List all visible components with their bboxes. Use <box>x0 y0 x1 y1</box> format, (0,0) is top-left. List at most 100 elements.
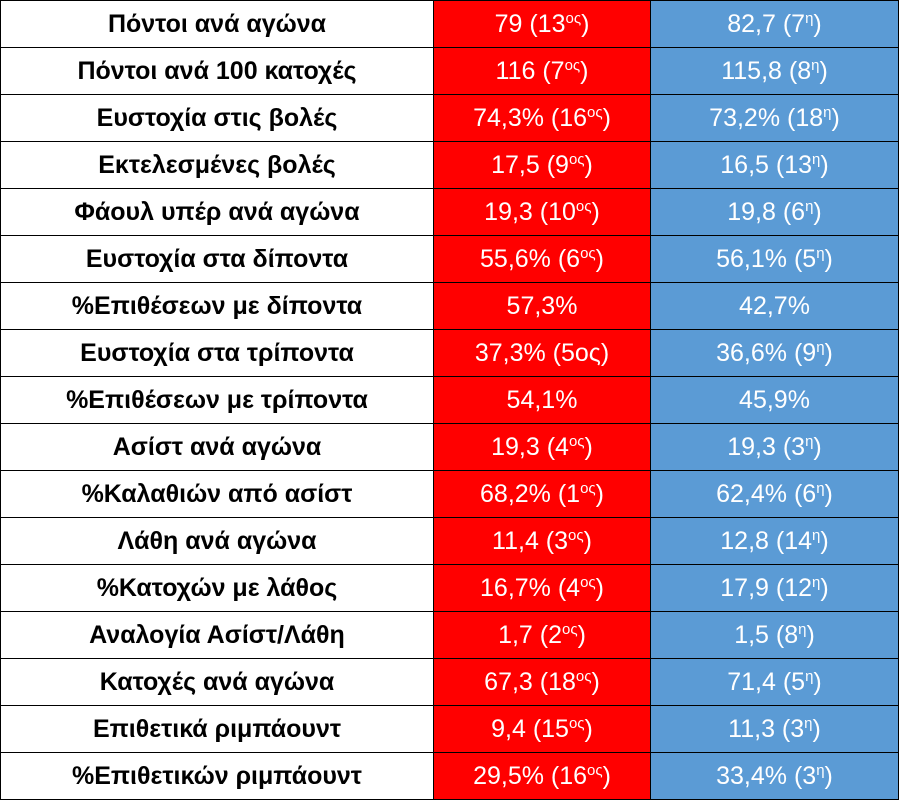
stat-label: Κατοχές ανά αγώνα <box>0 658 434 706</box>
team-a-value: 54,1% <box>433 376 651 424</box>
cell-text: 57,3% <box>506 291 578 320</box>
stat-row: Πόντοι ανά αγώνα 79 (13ος) 82,7 (7η) <box>0 0 899 48</box>
team-b-value: 11,3 (3η) <box>650 705 899 753</box>
cell-text: Εκτελεσμένες βολές <box>98 150 336 179</box>
stat-row: %Επιθετικών ριμπάουντ 29,5% (16ος) 33,4% (… <box>0 752 899 800</box>
cell-tail: ) <box>595 479 604 508</box>
team-a-value: 37,3% (5ος) <box>433 329 651 377</box>
rank-suffix: η <box>812 150 821 168</box>
cell-text: Πόντοι ανά 100 κατοχές <box>77 56 357 85</box>
cell-text: 56,1% (5 <box>716 244 817 273</box>
rank-suffix: η <box>811 56 820 74</box>
team-b-value: 42,7% <box>650 282 899 330</box>
team-b-value: 1,5 (8η) <box>650 611 899 659</box>
stat-row: %Επιθέσεων με τρίποντα 54,1% 45,9% <box>0 376 899 424</box>
cell-tail: ) <box>824 761 833 790</box>
stat-row: Φάουλ υπέρ ανά αγώνα 19,3 (10ος) 19,8 (6η) <box>0 188 899 236</box>
stat-row: Επιθετικά ριμπάουντ 9,4 (15ος) 11,3 (3η) <box>0 705 899 753</box>
rank-suffix: η <box>805 432 814 450</box>
cell-text: 12,8 (14 <box>720 526 813 555</box>
team-a-value: 55,6% (6ος) <box>433 235 651 283</box>
cell-text: 11,3 (3 <box>728 714 805 743</box>
rank-suffix: η <box>816 338 825 356</box>
cell-tail: ) <box>812 714 821 743</box>
team-b-value: 33,4% (3η) <box>650 752 899 800</box>
cell-text: 115,8 (8 <box>721 56 812 85</box>
cell-tail: ) <box>577 620 586 649</box>
stat-label: %Επιθέσεων με τρίποντα <box>0 376 434 424</box>
stat-label: Εκτελεσμένες βολές <box>0 141 434 189</box>
cell-tail: ) <box>584 714 593 743</box>
stat-label: Ασίστ ανά αγώνα <box>0 423 434 471</box>
team-b-value: 19,8 (6η) <box>650 188 899 236</box>
stat-label: Αναλογία Ασίστ/Λάθη <box>0 611 434 659</box>
cell-text: Ασίστ ανά αγώνα <box>112 432 322 461</box>
team-a-value: 17,5 (9ος) <box>433 141 651 189</box>
cell-text: 71,4 (5 <box>727 667 806 696</box>
stat-row: %Επιθέσεων με δίποντα 57,3% 42,7% <box>0 282 899 330</box>
cell-text: 116 (7 <box>495 56 565 85</box>
rank-suffix: η <box>805 9 814 27</box>
cell-tail: ) <box>831 103 840 132</box>
rank-suffix: η <box>812 573 821 591</box>
team-b-value: 17,9 (12η) <box>650 564 899 612</box>
team-a-value: 19,3 (4ος) <box>433 423 651 471</box>
cell-text: 37,3% (5ος) <box>474 338 610 367</box>
team-a-value: 9,4 (15ος) <box>433 705 651 753</box>
rank-suffix: η <box>823 103 832 121</box>
cell-text: 19,3 (4 <box>491 432 569 461</box>
rank-suffix: ος <box>568 526 584 544</box>
cell-text: 29,5% (16 <box>473 761 588 790</box>
cell-text: Ευστοχία στα δίποντα <box>85 244 349 273</box>
team-b-value: 71,4 (5η) <box>650 658 899 706</box>
cell-tail: ) <box>602 761 611 790</box>
cell-tail: ) <box>819 56 828 85</box>
cell-text: Επιθετικά ριμπάουντ <box>92 714 342 743</box>
stat-row: Ευστοχία στα δίποντα 55,6% (6ος) 56,1% (5η… <box>0 235 899 283</box>
cell-text: 9,4 (15 <box>491 714 569 743</box>
stat-label: %Κατοχών με λάθος <box>0 564 434 612</box>
cell-text: 36,6% (9 <box>716 338 817 367</box>
cell-text: 1,5 (8 <box>734 620 799 649</box>
cell-tail: ) <box>584 150 593 179</box>
team-b-value: 115,8 (8η) <box>650 47 899 95</box>
rank-suffix: ος <box>587 103 603 121</box>
cell-text: 82,7 (7 <box>727 9 806 38</box>
rank-suffix: η <box>805 197 814 215</box>
cell-text: 67,3 (18 <box>484 667 576 696</box>
team-a-value: 16,7% (4ος) <box>433 564 651 612</box>
cell-tail: ) <box>813 197 822 226</box>
team-a-value: 67,3 (18ος) <box>433 658 651 706</box>
cell-text: 11,4 (3 <box>492 526 569 555</box>
rank-suffix: ος <box>564 56 581 74</box>
team-b-value: 19,3 (3η) <box>650 423 899 471</box>
cell-tail: ) <box>820 150 829 179</box>
cell-tail: ) <box>820 573 829 602</box>
rank-suffix: η <box>816 479 825 497</box>
team-b-value: 45,9% <box>650 376 899 424</box>
stat-label: %Καλαθιών από ασίστ <box>0 470 434 518</box>
cell-tail: ) <box>820 526 829 555</box>
cell-text: 79 (13 <box>494 9 566 38</box>
cell-text: 68,2% (1 <box>480 479 581 508</box>
rank-suffix: ος <box>580 573 596 591</box>
cell-text: %Κατοχών με λάθος <box>96 573 338 602</box>
team-b-value: 73,2% (18η) <box>650 94 899 142</box>
rank-suffix: ος <box>580 244 596 262</box>
rank-suffix: η <box>816 761 825 779</box>
team-a-value: 79 (13ος) <box>433 0 651 48</box>
cell-tail: ) <box>602 103 611 132</box>
cell-text: 19,8 (6 <box>727 197 806 226</box>
rank-suffix: ος <box>568 432 585 450</box>
cell-tail: ) <box>580 56 589 85</box>
team-a-value: 1,7 (2ος) <box>433 611 651 659</box>
team-a-value: 11,4 (3ος) <box>433 517 651 565</box>
cell-text: 16,7% (4 <box>480 573 581 602</box>
cell-text: %Επιθέσεων με τρίποντα <box>66 385 368 414</box>
team-b-value: 12,8 (14η) <box>650 517 899 565</box>
rank-suffix: ος <box>568 150 585 168</box>
rank-suffix: ος <box>568 714 585 732</box>
stat-row: Κατοχές ανά αγώνα 67,3 (18ος) 71,4 (5η) <box>0 658 899 706</box>
cell-tail: ) <box>583 526 592 555</box>
cell-text: 42,7% <box>739 291 810 320</box>
